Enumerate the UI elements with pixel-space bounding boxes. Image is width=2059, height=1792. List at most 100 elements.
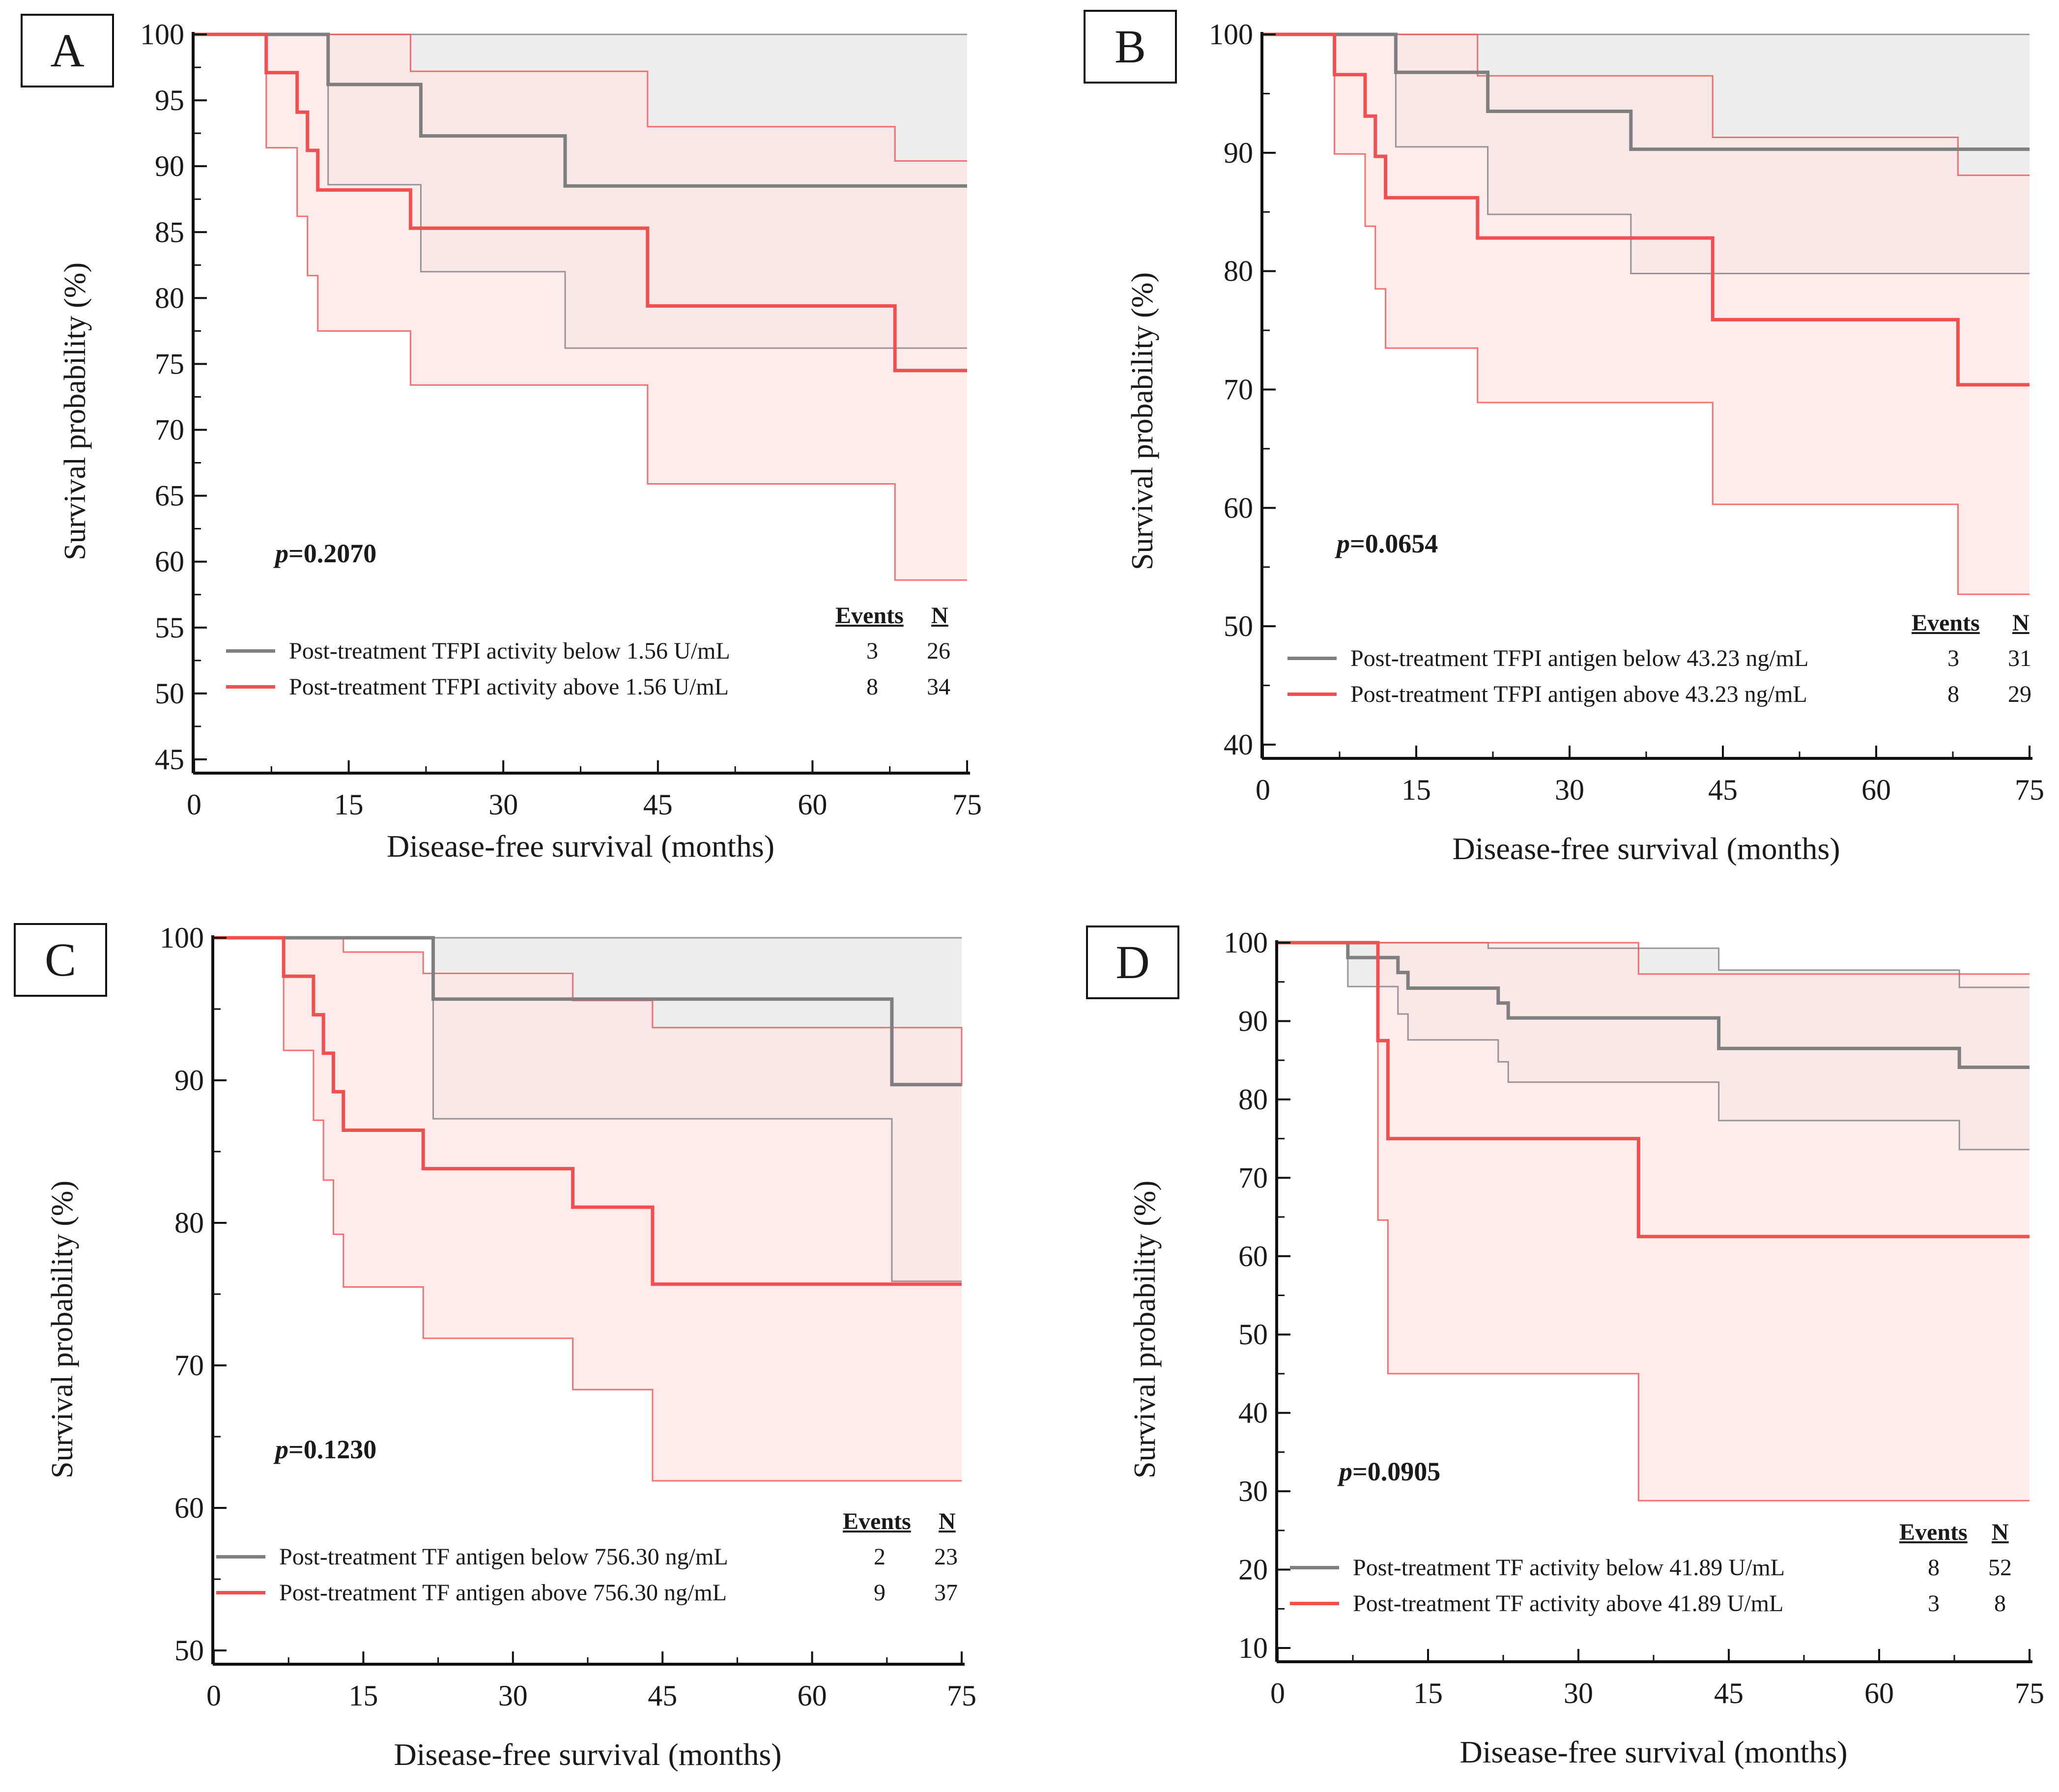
y-tick-label: 75 xyxy=(155,347,184,380)
p-value: p=0.0654 xyxy=(1337,528,1438,559)
x-axis-label: Disease-free survival (months) xyxy=(394,1737,782,1772)
chart-svg: 45 50 55 60 65 70 75 80 85 90 95 100 0 15 30 45 60 75 xyxy=(140,18,982,821)
ci-lower-line-below xyxy=(1278,942,2030,1151)
x-tick-label: 0 xyxy=(1256,774,1270,806)
x-axis-label: Disease-free survival (months) xyxy=(1459,1734,1848,1769)
x-tick-label: 30 xyxy=(1564,1677,1593,1709)
x-tick-label: 45 xyxy=(643,788,673,821)
ci-upper-line-above xyxy=(1263,33,2030,176)
legend-row-below: Post-treatment TF activity below 41.89 U… xyxy=(1290,1554,1785,1581)
y-tick-label: 80 xyxy=(155,282,184,314)
y-tick-label: 50 xyxy=(155,677,184,710)
legend-n-value: 52 xyxy=(1988,1555,2012,1581)
y-tick-label: 100 xyxy=(1209,18,1253,51)
y-tick-label: 50 xyxy=(1238,1318,1268,1351)
x-axis-label: Disease-free survival (months) xyxy=(386,829,775,864)
ci-upper-line-above xyxy=(214,937,963,1086)
x-tick-label: 30 xyxy=(488,788,518,821)
legend-events-header: Events xyxy=(843,1508,911,1534)
p-symbol: p xyxy=(1337,529,1350,558)
y-tick-label: 70 xyxy=(155,414,184,446)
legend-events-header: Events xyxy=(835,603,904,629)
legend-row-below: Post-treatment TFPI activity below 1.56 … xyxy=(226,637,730,665)
y-tick-label: 80 xyxy=(174,1207,204,1239)
p-value: p=0.2070 xyxy=(275,538,376,569)
y-tick-label: 90 xyxy=(1224,137,1253,169)
survival-curve-below xyxy=(1263,32,2030,151)
y-tick-label: 45 xyxy=(155,743,184,776)
survival-curve-below xyxy=(214,936,962,1087)
axes: 50 60 70 80 90 100 0 15 30 45 60 75 xyxy=(160,922,976,1712)
panel-a: A 45 50 55 60 65 70 75 80 85 90 95 100 0 15 30 45 60 75 S… xyxy=(0,0,1030,896)
legend-n-header: N xyxy=(1992,1519,2009,1545)
panel-b: B 40 50 60 70 80 90 100 0 15 30 45 60 75 Survival pr… xyxy=(1030,0,2059,896)
y-tick-label: 65 xyxy=(155,480,184,512)
survival-curve-above xyxy=(194,32,967,373)
legend-swatch-above xyxy=(1290,1602,1339,1605)
chart-svg: 10 20 30 40 50 60 70 80 90 100 0 15 30 45 60 75 xyxy=(1224,926,2044,1709)
survival-curve-above xyxy=(1263,32,2030,387)
p-value-number: =0.0905 xyxy=(1352,1457,1441,1486)
legend-n-value: 37 xyxy=(934,1580,958,1606)
panel-letter: A xyxy=(21,14,114,87)
ci-band-above xyxy=(214,938,962,1481)
panel-letter: D xyxy=(1086,925,1179,999)
p-value: p=0.1230 xyxy=(275,1434,376,1465)
ci-lower-line-above xyxy=(214,937,962,1482)
y-tick-label: 80 xyxy=(1238,1083,1268,1116)
x-tick-label: 60 xyxy=(798,1679,827,1712)
legend-swatch-above xyxy=(1287,693,1337,696)
y-tick-label: 40 xyxy=(1238,1397,1268,1429)
y-tick-label: 40 xyxy=(1224,728,1253,761)
panel-d: D 10 20 30 40 50 60 70 80 90 100 0 15 30 45 60 75 Survi… xyxy=(1030,896,2059,1792)
legend-n-header: N xyxy=(2012,610,2030,636)
y-tick-label: 90 xyxy=(1238,1005,1268,1037)
legend-events-header: Events xyxy=(1899,1519,1968,1545)
legend-swatch-above xyxy=(216,1591,265,1594)
ci-band-above xyxy=(194,34,967,580)
p-value: p=0.0905 xyxy=(1339,1456,1440,1487)
p-symbol: p xyxy=(275,539,288,568)
axes: 40 50 60 70 80 90 100 0 15 30 45 60 75 xyxy=(1209,18,2044,806)
legend-events-value: 3 xyxy=(1947,645,1959,671)
legend-events-value: 8 xyxy=(1928,1555,1940,1581)
legend-swatch-below xyxy=(226,649,275,653)
y-tick-label: 90 xyxy=(155,150,184,182)
legend-n-value: 31 xyxy=(2008,645,2031,671)
axes: 10 20 30 40 50 60 70 80 90 100 0 15 30 45 60 75 xyxy=(1224,926,2044,1709)
panel-c: C 50 60 70 80 90 100 0 15 30 45 60 75 Survival prob… xyxy=(0,896,1030,1792)
legend-row-above: Post-treatment TFPI antigen above 43.23 … xyxy=(1287,681,1807,708)
y-tick-label: 30 xyxy=(1238,1475,1268,1507)
p-symbol: p xyxy=(275,1435,288,1464)
x-tick-label: 75 xyxy=(952,788,982,821)
y-axis-label: Survival probability (%) xyxy=(46,1180,79,1478)
legend-label: Post-treatment TF activity above 41.89 U… xyxy=(1353,1590,1784,1617)
p-value-number: =0.1230 xyxy=(288,1435,377,1464)
y-tick-label: 100 xyxy=(1224,926,1268,959)
ci-lower-line-above xyxy=(1263,33,2030,595)
x-tick-label: 45 xyxy=(1714,1677,1744,1709)
x-tick-label: 0 xyxy=(187,788,201,821)
legend-row-below: Post-treatment TF antigen below 756.30 n… xyxy=(216,1543,728,1570)
y-tick-label: 20 xyxy=(1238,1554,1268,1586)
p-value-number: =0.2070 xyxy=(288,539,377,568)
y-tick-label: 55 xyxy=(155,611,184,644)
ci-band-above xyxy=(1278,943,2030,1501)
y-axis-label: Survival probability (%) xyxy=(58,262,92,560)
y-axis-label: Survival probability (%) xyxy=(1128,1180,1162,1478)
legend-n-header: N xyxy=(931,603,948,629)
y-axis-label: Survival probability (%) xyxy=(1126,272,1159,570)
legend-events-value: 8 xyxy=(866,674,878,700)
survival-curve-above xyxy=(1278,941,2030,1239)
x-tick-label: 15 xyxy=(1413,1677,1443,1709)
x-tick-label: 15 xyxy=(334,788,364,821)
p-symbol: p xyxy=(1339,1457,1352,1486)
legend-row-above: Post-treatment TF antigen above 756.30 n… xyxy=(216,1579,727,1606)
legend-label: Post-treatment TFPI activity below 1.56 … xyxy=(289,638,730,664)
x-tick-label: 60 xyxy=(1864,1677,1894,1709)
ci-band-above xyxy=(1263,34,2030,595)
survival-curve-below xyxy=(194,32,967,188)
x-tick-label: 75 xyxy=(2015,1677,2044,1709)
y-tick-label: 50 xyxy=(174,1634,204,1667)
p-value-number: =0.0654 xyxy=(1350,529,1438,558)
